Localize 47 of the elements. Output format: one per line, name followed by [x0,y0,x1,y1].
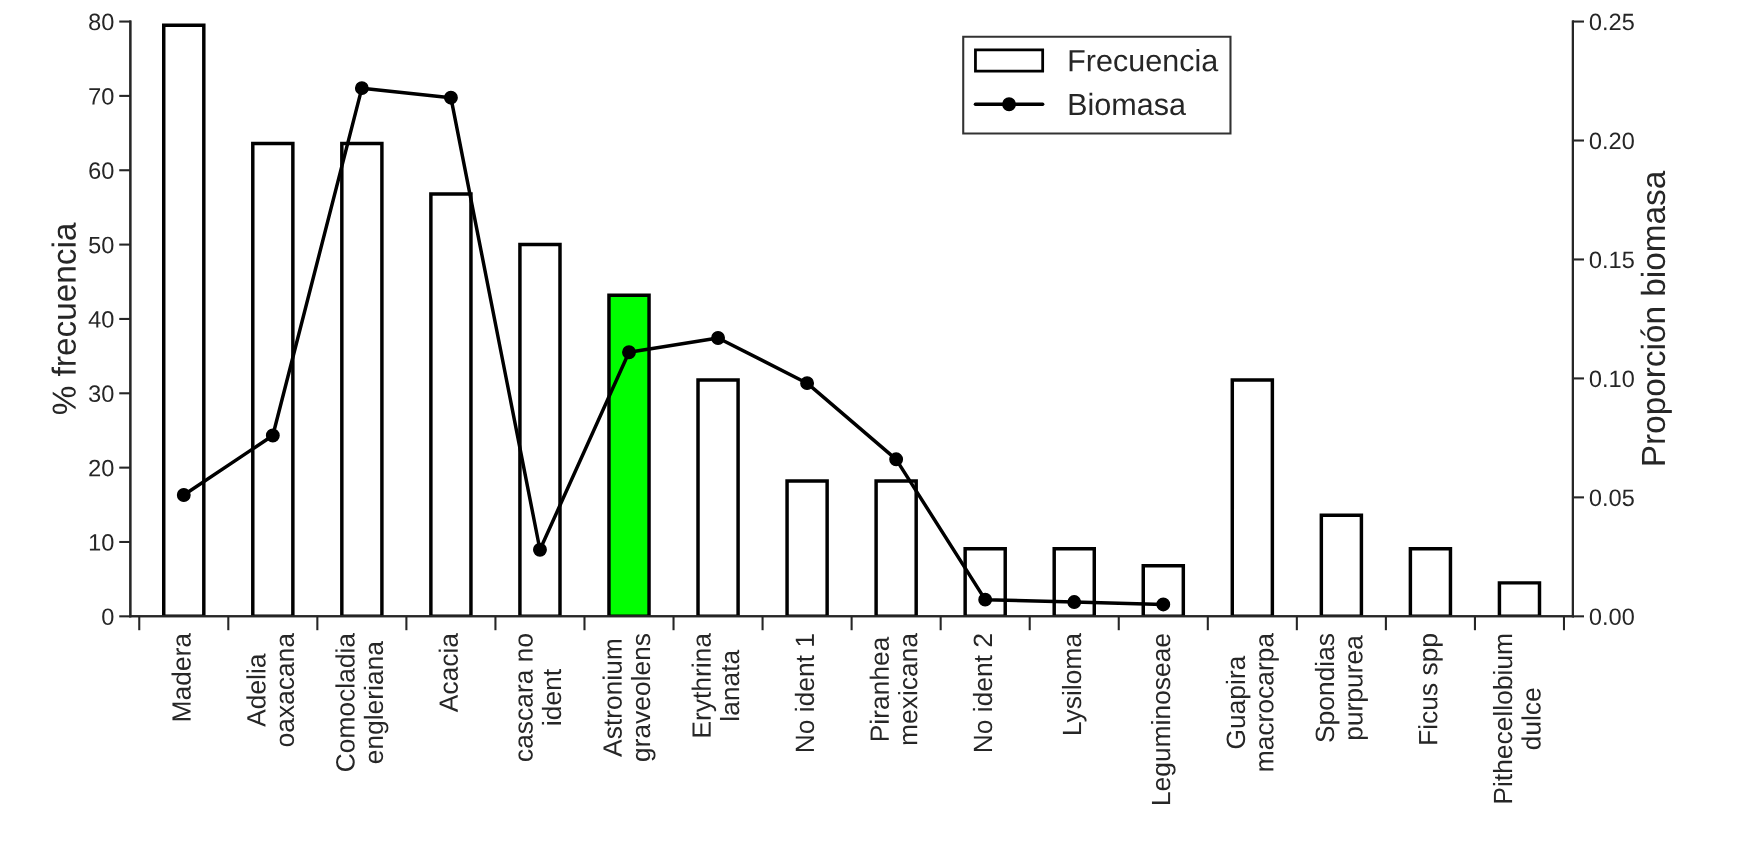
y2-axis-title: Proporción biomasa [1640,170,1672,465]
point [622,345,636,360]
point [800,376,815,391]
point [354,81,369,96]
y2-tick-label: 0.00 [1589,608,1634,626]
x-tick-label: No ident 2 [972,634,993,752]
x-tick-label: Astronium graveolens [602,633,656,761]
y2-tick-label: 0.10 [1589,370,1634,388]
x-tick-label: Erythrina lanata [691,632,740,737]
point [978,592,993,607]
y-tick-label: 20 [89,459,114,477]
y2-tick-label: 0.05 [1589,489,1634,507]
x-tick-label: Comocladia engleriana [335,632,389,771]
point [265,428,280,443]
y-tick-label: 50 [89,236,114,254]
x-tick-label: Guapira macrocarpa [1225,632,1279,771]
y-tick-label: 10 [89,534,114,551]
y-tick-label: 0 [102,608,114,626]
x-tick-label: Adelia oaxacana [246,632,295,747]
point [1156,597,1171,612]
y-tick-label: 40 [88,311,114,328]
legend-label: Biomasa [1069,92,1186,116]
y-tick-label: 70 [89,87,114,105]
y2-tick-label: 0.20 [1589,132,1634,150]
y2-tick-label: 0.25 [1589,13,1634,31]
point [711,331,725,345]
x-tick-label: Madera [171,632,191,721]
point [1067,595,1082,610]
y2-tick-label: 0.15 [1589,251,1634,269]
y-tick-label: 80 [89,13,114,31]
x-tick-label: cascara no ident [518,634,562,761]
y-tick-label: 30 [89,385,114,403]
x-tick-label: Spondias purpurea [1314,633,1368,742]
point [533,542,547,557]
point [889,452,904,467]
x-tick-label: Piranhea mexicana [869,632,918,745]
x-tick-label: Lysiloma [1061,632,1087,734]
y-axis-title: % frecuencia [51,222,76,415]
x-tick-label: Acacia [438,633,458,713]
point [176,488,191,502]
x-tick-label: Pithecellobium dulce [1492,634,1541,803]
point [443,90,458,105]
x-tick-label: Ficus spp [1418,634,1443,744]
x-tick-label: Leguminoseae [1150,634,1176,804]
y-tick-label: 60 [89,162,114,180]
legend-label: Frecuencia [1069,49,1219,72]
x-tick-label: No ident 1 [794,634,815,752]
